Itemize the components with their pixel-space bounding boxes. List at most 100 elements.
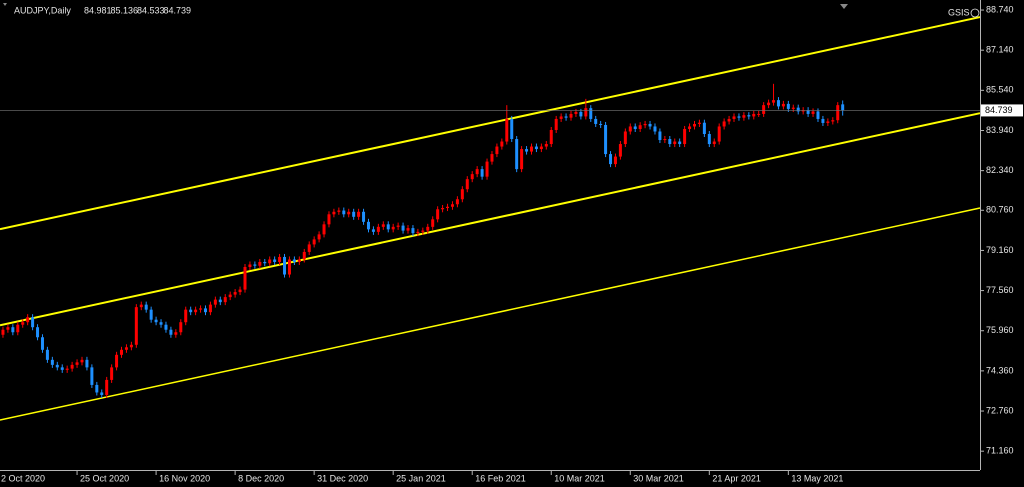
candle-body xyxy=(589,108,593,119)
plot-area xyxy=(0,16,981,421)
candle-body xyxy=(268,259,272,264)
candle-body xyxy=(816,111,820,119)
candle-body xyxy=(554,118,558,130)
candle-body xyxy=(347,211,351,215)
candle-body xyxy=(460,189,464,200)
price-label-box xyxy=(981,104,1023,117)
x-tick-label: 31 Dec 2020 xyxy=(317,473,368,483)
candle-body xyxy=(139,304,143,308)
candle-body xyxy=(16,324,20,333)
trendline xyxy=(0,112,981,327)
candle-body xyxy=(263,261,267,264)
x-tick-label: 25 Oct 2020 xyxy=(80,473,129,483)
candle-body xyxy=(371,229,375,232)
candle-body xyxy=(628,126,632,132)
candle-body xyxy=(65,368,69,370)
candle-body xyxy=(105,379,109,395)
trendline xyxy=(0,207,981,421)
candle-body xyxy=(737,116,741,118)
y-tick-label: 85.540 xyxy=(986,85,1014,95)
candle-body xyxy=(702,122,706,134)
x-tick-label: 2 Oct 2020 xyxy=(1,473,45,483)
candle-body xyxy=(40,337,44,350)
candle-body xyxy=(45,349,49,360)
candle-body xyxy=(391,226,395,230)
ohlc-value: 85.136 xyxy=(111,5,139,15)
candle-body xyxy=(475,169,479,175)
candle-body xyxy=(648,123,652,127)
candle-body xyxy=(742,115,746,118)
candle-body xyxy=(416,231,420,234)
y-tick-label: 82.340 xyxy=(986,165,1014,175)
candle-body xyxy=(307,244,311,252)
candle-body xyxy=(124,347,128,350)
candle-body xyxy=(381,224,385,227)
candle-body xyxy=(85,359,89,368)
candle-body xyxy=(633,126,637,129)
x-tick-label: 30 Mar 2021 xyxy=(633,473,684,483)
candle-body xyxy=(159,322,163,325)
candle-body xyxy=(599,123,603,125)
candle-body xyxy=(559,116,563,119)
candle-body xyxy=(653,126,657,132)
candle-body xyxy=(564,116,568,118)
corner-label: GSIS xyxy=(948,7,970,17)
candle-body xyxy=(6,327,10,330)
candle-body xyxy=(668,139,672,145)
candle-body xyxy=(643,123,647,126)
candle-body xyxy=(821,118,825,123)
candle-body xyxy=(534,146,538,150)
candle-body xyxy=(757,113,761,115)
candle-body xyxy=(411,228,415,234)
candle-body xyxy=(732,116,736,119)
candle-body xyxy=(100,392,104,395)
candle-body xyxy=(149,309,153,320)
candle-body xyxy=(218,299,222,303)
candle-body xyxy=(376,226,380,232)
candle-body xyxy=(683,128,687,145)
candle-body xyxy=(584,108,588,117)
candle-body xyxy=(80,359,84,363)
x-tick-label: 16 Feb 2021 xyxy=(475,473,526,483)
candle-body xyxy=(362,211,366,222)
candle-body xyxy=(243,266,247,290)
y-tick-label: 77.560 xyxy=(986,285,1014,295)
candle-body xyxy=(283,256,287,275)
candle-body xyxy=(678,141,682,145)
candle-body xyxy=(836,105,840,121)
candle-body xyxy=(510,118,514,140)
candle-body xyxy=(786,103,790,109)
candle-body xyxy=(233,292,237,295)
candle-body xyxy=(179,322,183,333)
candle-body xyxy=(184,309,188,323)
candle-body xyxy=(297,259,301,262)
candle-body xyxy=(609,154,613,165)
candle-body xyxy=(623,131,627,145)
candle-body xyxy=(544,144,548,147)
candle-body xyxy=(366,221,370,230)
candle-body xyxy=(322,224,326,235)
shift-marker xyxy=(840,4,848,9)
ohlc-value: 84.533 xyxy=(137,5,165,15)
candle-body xyxy=(841,104,845,111)
y-tick-label: 80.760 xyxy=(986,205,1014,215)
candle-body xyxy=(258,261,262,266)
candle-body xyxy=(287,259,291,275)
candle-body xyxy=(574,111,578,114)
y-tick-label: 79.160 xyxy=(986,245,1014,255)
candle-body xyxy=(342,210,346,215)
candle-body xyxy=(11,327,15,333)
y-tick-label: 72.760 xyxy=(986,405,1014,415)
candle-body xyxy=(826,121,830,123)
candle-body xyxy=(781,103,785,107)
trendline xyxy=(0,16,981,231)
candle-body xyxy=(406,228,410,231)
candle-body xyxy=(772,100,776,103)
candle-body xyxy=(70,364,74,369)
price-label: 84.739 xyxy=(985,105,1013,115)
y-tick-label: 88.740 xyxy=(986,4,1014,14)
candle-body xyxy=(223,297,227,303)
candle-body xyxy=(663,139,667,141)
y-tick-label: 71.160 xyxy=(986,446,1014,456)
